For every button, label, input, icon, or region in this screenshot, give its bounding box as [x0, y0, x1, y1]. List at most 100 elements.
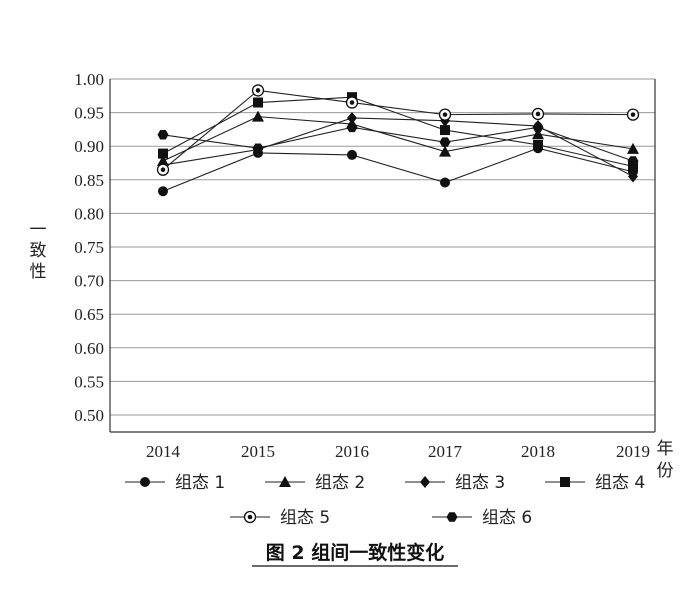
circle-marker — [440, 177, 450, 188]
x-tick-labels: 2014 2015 2016 2017 2018 2019 — [146, 442, 650, 461]
x-tick-label: 2018 — [521, 442, 555, 461]
diamond-marker — [347, 111, 357, 124]
hexagon-marker — [627, 156, 639, 166]
data-point — [158, 186, 168, 197]
series-line — [162, 126, 634, 162]
legend-marker — [140, 477, 150, 487]
legend-marker — [420, 476, 430, 488]
ring-marker-inner — [247, 514, 253, 520]
y-tick-label: 1.00 — [74, 70, 104, 89]
series-line — [162, 96, 634, 167]
data-point — [157, 130, 169, 140]
legend-item: 组态 4 — [545, 473, 645, 493]
y-tick-label: 0.80 — [74, 204, 104, 223]
y-axis-title-char: 性 — [30, 262, 47, 282]
data-point — [628, 170, 638, 183]
hexagon-marker — [346, 122, 358, 133]
y-axis-title-char: 致 — [30, 241, 47, 261]
axes — [109, 79, 656, 433]
legend-item: 组态 1 — [125, 473, 225, 493]
legend-label: 组态 1 — [175, 473, 225, 493]
data-point — [252, 143, 264, 153]
x-tick-label: 2019 — [616, 442, 650, 461]
data-point — [345, 96, 359, 109]
x-axis-title-char: 份 — [657, 461, 674, 481]
legend-item: 组态 6 — [432, 508, 532, 528]
y-tick-label: 0.75 — [74, 238, 104, 257]
ring-marker-inner — [160, 167, 166, 173]
ring-marker-inner — [349, 100, 355, 105]
legend-label: 组态 3 — [455, 473, 505, 493]
y-tick-label: 0.50 — [74, 406, 104, 425]
data-point — [252, 110, 264, 122]
data-point — [158, 148, 168, 159]
square-marker — [440, 125, 450, 136]
legend-item: 组态 2 — [265, 473, 365, 493]
series — [156, 84, 640, 176]
grid-lines — [110, 78, 655, 416]
series-line — [162, 147, 634, 192]
square-marker — [253, 97, 263, 108]
data-point — [251, 84, 265, 97]
series-group — [156, 84, 640, 197]
series — [158, 92, 638, 172]
data-point — [438, 108, 452, 121]
ring-marker-inner — [630, 112, 636, 117]
y-tick-labels: 0.50 0.55 0.60 0.65 0.70 0.75 0.80 0.85 0.90 0.95… — [74, 70, 104, 425]
square-marker — [628, 161, 638, 172]
ring-marker-inner — [535, 111, 541, 117]
circle-marker — [158, 186, 168, 197]
data-point — [439, 145, 451, 157]
y-tick-label: 0.55 — [74, 372, 104, 391]
legend-marker — [560, 477, 570, 487]
hexagon-marker — [157, 130, 169, 140]
data-point — [347, 111, 357, 124]
triangle-marker — [439, 145, 451, 157]
x-tick-label: 2017 — [428, 442, 463, 461]
hexagon-marker — [446, 512, 458, 522]
data-point — [628, 161, 638, 172]
series — [157, 122, 639, 166]
data-point — [627, 156, 639, 166]
data-point — [439, 137, 451, 147]
ring-marker-inner — [442, 112, 448, 117]
x-axis-title-char: 年 — [657, 439, 674, 459]
y-tick-label: 0.65 — [74, 305, 104, 324]
data-point — [532, 122, 544, 133]
y-tick-label: 0.85 — [74, 171, 104, 190]
ring-marker-inner — [255, 88, 261, 93]
data-point — [532, 128, 544, 140]
triangle-marker — [627, 142, 639, 154]
legend-marker — [243, 510, 257, 524]
data-point — [626, 108, 640, 121]
legend-item: 组态 3 — [405, 473, 505, 493]
hexagon-marker — [252, 143, 264, 153]
hexagon-marker — [532, 122, 544, 133]
legend-marker — [279, 476, 291, 487]
circle-marker — [347, 149, 357, 160]
legend-label: 组态 4 — [595, 473, 645, 493]
y-tick-label: 0.95 — [74, 104, 104, 123]
diamond-marker — [628, 170, 638, 183]
series-line — [162, 117, 634, 177]
legend-marker — [446, 512, 458, 522]
series — [158, 111, 638, 183]
diamond-marker — [420, 476, 430, 488]
legend-label: 组态 5 — [280, 508, 330, 528]
data-point — [531, 107, 545, 121]
legend: 组态 1 组态 2 组态 3 组态 4 组态 5 组态 6 — [125, 473, 645, 528]
data-point — [440, 125, 450, 136]
triangle-marker — [532, 128, 544, 140]
data-point — [533, 139, 543, 150]
legend-item: 组态 5 — [230, 508, 330, 528]
square-marker — [533, 139, 543, 150]
data-point — [440, 177, 450, 188]
square-marker — [560, 477, 570, 487]
series-line — [162, 116, 634, 162]
y-axis-title-char: 一 — [30, 220, 47, 240]
data-point — [627, 142, 639, 154]
y-tick-label: 0.70 — [74, 272, 104, 291]
legend-label: 组态 2 — [315, 473, 365, 493]
x-tick-label: 2014 — [146, 442, 181, 461]
